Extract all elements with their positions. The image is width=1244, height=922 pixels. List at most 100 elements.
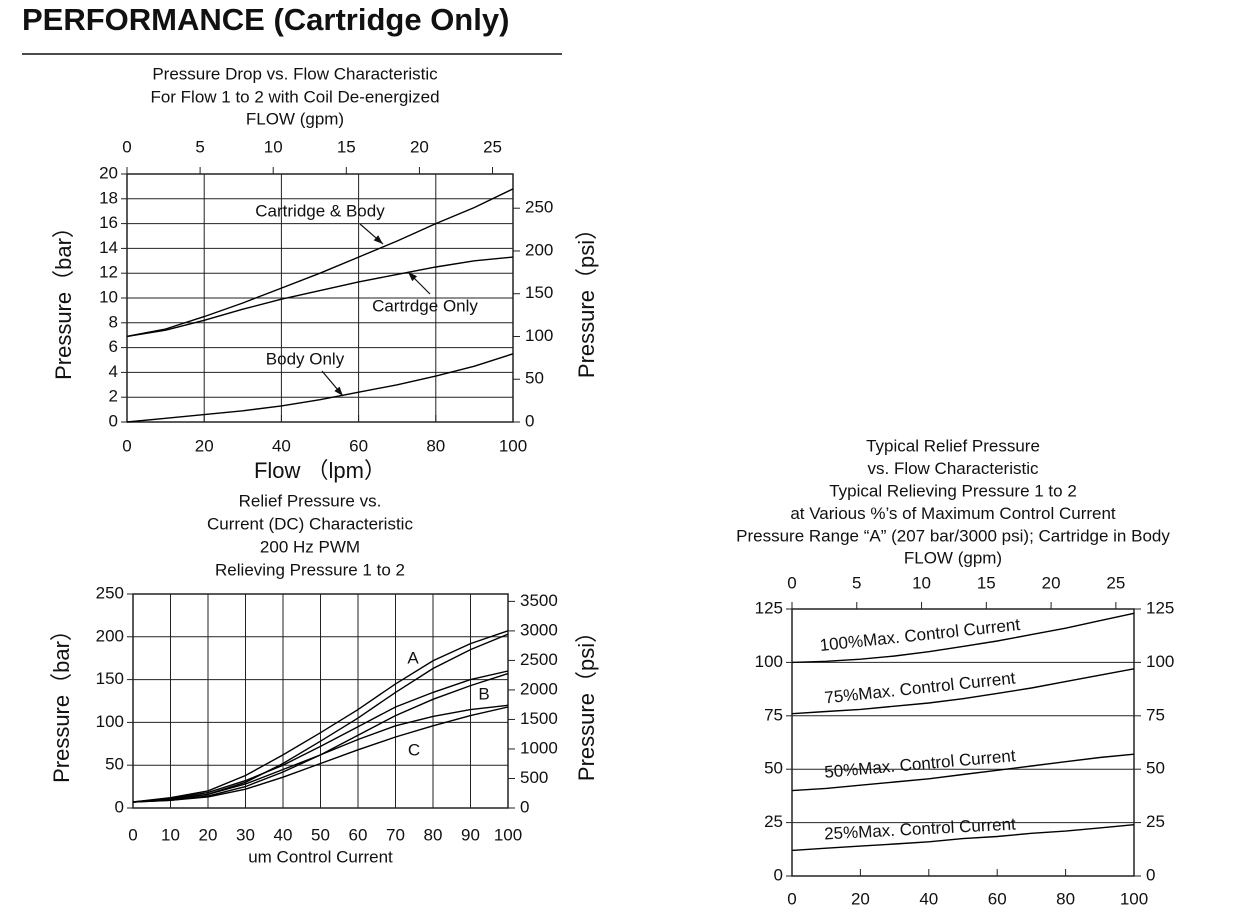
y-tick-label: 10 <box>99 287 118 306</box>
x-tick-label: 0 <box>122 436 131 455</box>
y-tick-label: 18 <box>99 188 118 207</box>
x-axis-label: um Control Current <box>248 847 393 866</box>
y-tick-label: 0 <box>115 797 124 816</box>
y-tick-label: 2 <box>109 387 118 406</box>
x-tick-label: 0 <box>128 825 137 844</box>
series-line <box>791 612 1135 664</box>
chart-title: Relieving Pressure 1 to 2 <box>215 560 405 579</box>
y2-tick-label: 100 <box>1146 652 1174 671</box>
y-tick-label: 25 <box>764 812 783 831</box>
plot-frame <box>132 593 509 809</box>
x-tick-label: 60 <box>988 889 1007 908</box>
x-tick-label: 0 <box>787 889 796 908</box>
x2-tick-label: 25 <box>1106 573 1125 592</box>
x-tick-label: 20 <box>195 436 214 455</box>
y2-tick-label: 1000 <box>520 738 558 757</box>
chart-title: Pressure Drop vs. Flow Characteristic <box>152 64 438 83</box>
chart-title: Pressure Range “A” (207 bar/3000 psi); C… <box>736 526 1170 545</box>
series-label: 100%Max. Control Current <box>819 615 1021 655</box>
y2-tick-label: 25 <box>1146 812 1165 831</box>
chart-title: at Various %’s of Maximum Control Curren… <box>790 504 1116 523</box>
y-axis-label: Pressure（bar） <box>51 216 76 380</box>
chart-title: Current (DC) Characteristic <box>207 514 413 533</box>
x-tick-label: 20 <box>199 825 218 844</box>
series-line <box>791 753 1135 792</box>
x2-tick-label: 5 <box>195 137 204 156</box>
x2-tick-label: 15 <box>977 573 996 592</box>
y2-axis-label: Pressure（psi） <box>574 218 599 378</box>
y2-tick-label: 500 <box>520 768 548 787</box>
x-tick-label: 80 <box>426 436 445 455</box>
x-tick-label: 100 <box>499 436 527 455</box>
y2-tick-label: 1500 <box>520 709 558 728</box>
x2-tick-label: 20 <box>1042 573 1061 592</box>
x-tick-label: 40 <box>919 889 938 908</box>
chart-title: Typical Relieving Pressure 1 to 2 <box>829 481 1077 500</box>
y-tick-label: 6 <box>109 337 118 356</box>
x2-tick-label: 0 <box>122 137 131 156</box>
y-tick-label: 100 <box>755 652 783 671</box>
x-tick-label: 60 <box>349 825 368 844</box>
y-tick-label: 150 <box>96 669 124 688</box>
chart-title: For Flow 1 to 2 with Coil De-energized <box>150 87 439 106</box>
series-label: Body Only <box>266 349 345 368</box>
x-tick-label: 60 <box>349 436 368 455</box>
x-tick-label: 80 <box>1056 889 1075 908</box>
y2-tick-label: 200 <box>525 240 553 259</box>
y-tick-label: 200 <box>96 626 124 645</box>
chart-title: 200 Hz PWM <box>260 537 360 556</box>
arrow-head <box>334 386 343 396</box>
x-tick-label: 100 <box>1120 889 1148 908</box>
y-tick-label: 8 <box>109 312 118 331</box>
y2-tick-label: 0 <box>525 411 534 430</box>
series-line <box>791 668 1135 715</box>
y2-tick-label: 2000 <box>520 679 558 698</box>
x-tick-label: 20 <box>851 889 870 908</box>
y-tick-label: 100 <box>96 712 124 731</box>
y2-tick-label: 2500 <box>520 650 558 669</box>
y2-tick-label: 0 <box>1146 865 1155 884</box>
series-label: A <box>407 648 419 667</box>
series-label: 25%Max. Control Current <box>824 814 1017 843</box>
arrow-head <box>408 272 418 282</box>
x2-tick-label: 15 <box>337 137 356 156</box>
series-line <box>132 704 509 803</box>
x2-axis-label: FLOW (gpm) <box>246 109 344 128</box>
series-label: B <box>478 684 489 703</box>
y-tick-label: 0 <box>774 865 783 884</box>
x-tick-label: 100 <box>494 825 522 844</box>
y2-tick-label: 125 <box>1146 598 1174 617</box>
x2-tick-label: 20 <box>410 137 429 156</box>
y-tick-label: 16 <box>99 213 118 232</box>
chart-title: Typical Relief Pressure <box>866 436 1040 455</box>
plot-frame <box>791 608 1135 877</box>
series-label: Cartrdge Only <box>372 296 478 315</box>
series-label: 50%Max. Control Current <box>824 746 1017 782</box>
x-axis-label: Flow （lpm） <box>254 458 386 483</box>
y-tick-label: 12 <box>99 263 118 282</box>
y-tick-label: 75 <box>764 705 783 724</box>
series-line <box>791 824 1135 852</box>
y2-axis-label: Pressure（psi） <box>574 621 599 781</box>
chart-title: Relief Pressure vs. <box>239 491 382 510</box>
series-label: C <box>408 740 420 759</box>
arrow-head <box>373 235 383 244</box>
x-tick-label: 10 <box>161 825 180 844</box>
y2-tick-label: 75 <box>1146 705 1165 724</box>
plot-frame <box>126 173 514 423</box>
series-line <box>132 670 509 803</box>
y-tick-label: 14 <box>99 238 118 257</box>
x-tick-label: 40 <box>274 825 293 844</box>
y2-tick-label: 150 <box>525 283 553 302</box>
x-tick-label: 40 <box>272 436 291 455</box>
page-title: PERFORMANCE (Cartridge Only) <box>22 2 509 37</box>
series-line <box>132 630 509 803</box>
y-tick-label: 4 <box>109 362 118 381</box>
series-label: Cartridge & Body <box>255 201 385 220</box>
y-tick-label: 20 <box>99 163 118 182</box>
x-tick-label: 70 <box>386 825 405 844</box>
y-tick-label: 50 <box>764 759 783 778</box>
y-tick-label: 0 <box>109 411 118 430</box>
x-tick-label: 80 <box>424 825 443 844</box>
